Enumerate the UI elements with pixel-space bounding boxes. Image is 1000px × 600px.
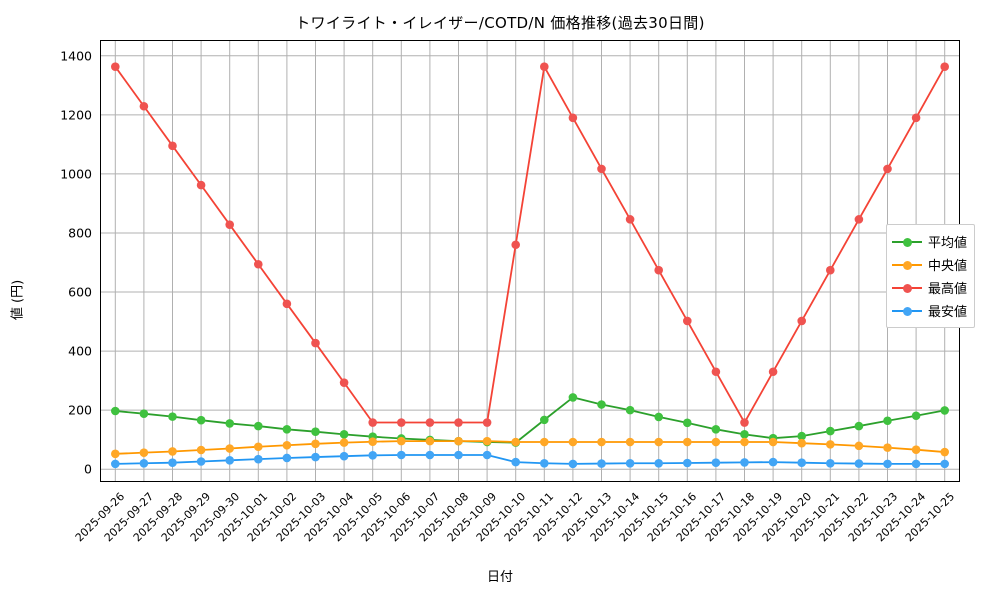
- series-4: [111, 450, 949, 469]
- legend-label: 最安値: [928, 305, 968, 320]
- y-tick-label: 400: [68, 343, 92, 359]
- legend-marker-icon: [892, 305, 922, 317]
- legend-marker-icon: [892, 282, 922, 294]
- legend-item-2[interactable]: 中央値: [892, 253, 967, 276]
- y-axis-tick-labels: 0 200 400 600 800 1000 1200 1400: [0, 0, 100, 600]
- legend-marker-icon: [892, 236, 922, 248]
- y-tick-label: 600: [68, 284, 92, 300]
- series-3: [111, 62, 949, 427]
- series-1: [111, 393, 949, 447]
- y-tick-label: 200: [68, 402, 92, 418]
- plot-area: [100, 40, 960, 482]
- y-tick-label: 1200: [60, 107, 92, 123]
- series-2: [111, 436, 949, 459]
- data-series-layer: [111, 62, 949, 469]
- legend[interactable]: 平均値中央値最高値最安値: [886, 224, 976, 328]
- legend-label: 最高値: [928, 282, 968, 297]
- legend-item-4[interactable]: 最安値: [892, 299, 967, 322]
- chart-title: トワイライト・イレイザー/COTD/N 価格推移(過去30日間): [295, 14, 705, 32]
- legend-item-3[interactable]: 最高値: [892, 276, 967, 299]
- legend-marker-icon: [892, 259, 922, 271]
- x-axis-title: 日付: [486, 570, 513, 585]
- y-tick-label: 1000: [60, 166, 92, 182]
- y-tick-label: 800: [68, 225, 92, 241]
- y-tick-label: 1400: [60, 48, 92, 64]
- y-tick-label: 0: [84, 461, 92, 477]
- legend-label: 平均値: [928, 236, 968, 251]
- legend-item-1[interactable]: 平均値: [892, 230, 967, 253]
- legend-label: 中央値: [928, 259, 968, 274]
